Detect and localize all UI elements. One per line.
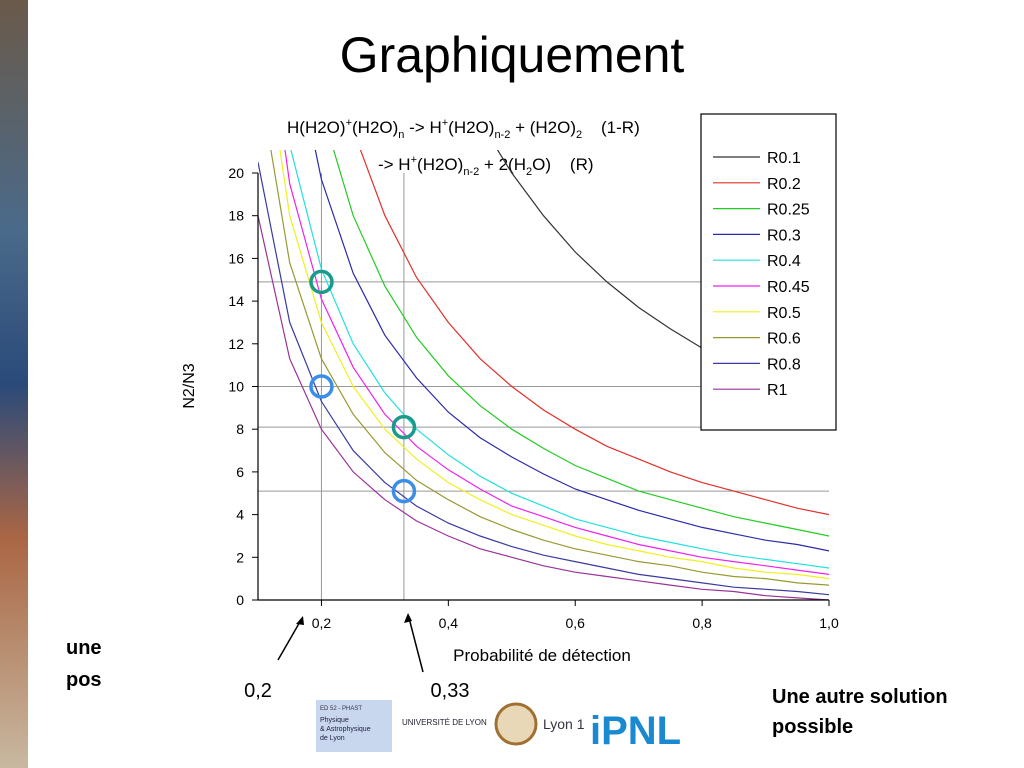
logo-text: de Lyon: [320, 735, 345, 742]
plot-area: [258, 150, 829, 600]
reaction-part: 2: [576, 129, 582, 141]
logo: [494, 702, 538, 746]
curve: [258, 162, 829, 596]
conclusion: possible: [772, 716, 853, 738]
highlight-circle: [391, 414, 417, 440]
curve: [279, 150, 829, 580]
logo-text: ED 52 - PHAST: [320, 706, 362, 712]
y-tick-label: 12: [228, 336, 244, 352]
reaction-part: n: [398, 129, 404, 141]
y-tick-label: 6: [236, 464, 244, 480]
note: une: [66, 637, 102, 659]
curve: [332, 150, 829, 537]
reaction-part: +: [411, 154, 417, 166]
reaction-part: n-2: [463, 166, 479, 178]
arrow-head: [404, 613, 412, 623]
note: pos: [66, 669, 102, 691]
reaction-part: (1-R): [582, 118, 640, 137]
side-photo: [0, 0, 28, 768]
highlight-circle: [309, 374, 334, 399]
y-tick-label: 16: [228, 250, 244, 266]
y-tick-label: 4: [236, 507, 244, 523]
legend-label: R0.8: [767, 356, 801, 373]
reaction: H(H2O)+(H2O)n -> H+(H2O)n-2 + (H2O)2 (1-…: [287, 117, 640, 141]
legend-box: [700, 113, 837, 431]
reaction-part: + 2(H: [479, 155, 526, 174]
logos: ED 52 - PHAST Physique & Astrophysique d…: [316, 700, 681, 753]
logo-text: iPNL: [590, 709, 681, 753]
legend-label: R0.3: [767, 227, 801, 244]
reaction-part: H(H2O): [287, 118, 346, 137]
legend-label: R0.45: [767, 279, 810, 296]
curve: [314, 150, 829, 552]
logo-text: Physique: [320, 717, 349, 724]
reaction-part: -> H: [378, 155, 411, 174]
reaction-part: O) (R): [532, 155, 593, 174]
arrow-label: 0,33: [431, 680, 470, 702]
y-tick-label: 2: [236, 549, 244, 565]
curve: [290, 150, 829, 569]
x-tick-label: 0,2: [312, 615, 332, 631]
reaction-part: (H2O): [417, 155, 463, 174]
reaction-part: + (H2O): [510, 118, 576, 137]
chart: H(H2O)+(H2O)n -> H+(H2O)n-2 + (H2O)2 (1-…: [181, 113, 839, 665]
y-tick-label: 18: [228, 208, 244, 224]
arrow: [277, 619, 302, 661]
logo-text: Lyon 1: [543, 716, 585, 732]
highlight-circle: [309, 269, 334, 295]
y-tick-label: 10: [228, 379, 244, 395]
x-tick-label: 1,0: [819, 615, 839, 631]
reaction-part: 2: [526, 166, 532, 178]
x-axis-title: Probabilité de détection: [453, 646, 631, 665]
x-tick-label: 0,8: [692, 615, 712, 631]
reaction-part: (H2O): [352, 118, 398, 137]
logo-text: & Astrophysique: [320, 726, 371, 733]
arrow-head: [296, 616, 304, 625]
conclusion: Une autre solution: [772, 686, 948, 708]
curve: [258, 215, 829, 600]
logo: [316, 700, 392, 752]
reaction-part: +: [346, 117, 352, 129]
highlight-circle: [391, 478, 417, 504]
arrow-label: 0,2: [244, 680, 272, 702]
y-tick-label: 8: [236, 421, 244, 437]
y-axis-title: N2/N3: [181, 363, 198, 408]
x-tick-label: 0,6: [565, 615, 585, 631]
legend-label: R0.2: [767, 176, 801, 193]
reaction-part: -> H: [404, 118, 441, 137]
legend-label: R0.25: [767, 202, 810, 219]
reaction-part: n-2: [494, 129, 510, 141]
legend-label: R1: [767, 382, 788, 399]
reaction-part: +: [442, 117, 448, 129]
curve: [359, 150, 829, 516]
x-tick-label: 0,4: [439, 615, 459, 631]
reaction: -> H+(H2O)n-2 + 2(H2O) (R): [378, 154, 594, 178]
logo-text: UNIVERSITÉ DE LYON: [402, 718, 487, 727]
legend-label: R0.4: [767, 253, 801, 270]
slide-title: Graphiquement: [340, 27, 685, 83]
curve: [284, 150, 829, 575]
curve: [270, 150, 829, 586]
y-tick-label: 0: [236, 592, 244, 608]
legend-label: R0.6: [767, 331, 801, 348]
legend-label: R0.5: [767, 305, 801, 322]
y-tick-label: 14: [228, 293, 244, 309]
reaction-part: (H2O): [448, 118, 494, 137]
arrow: [408, 617, 424, 673]
y-tick-label: 20: [228, 165, 244, 181]
legend-label: R0.1: [767, 150, 801, 167]
